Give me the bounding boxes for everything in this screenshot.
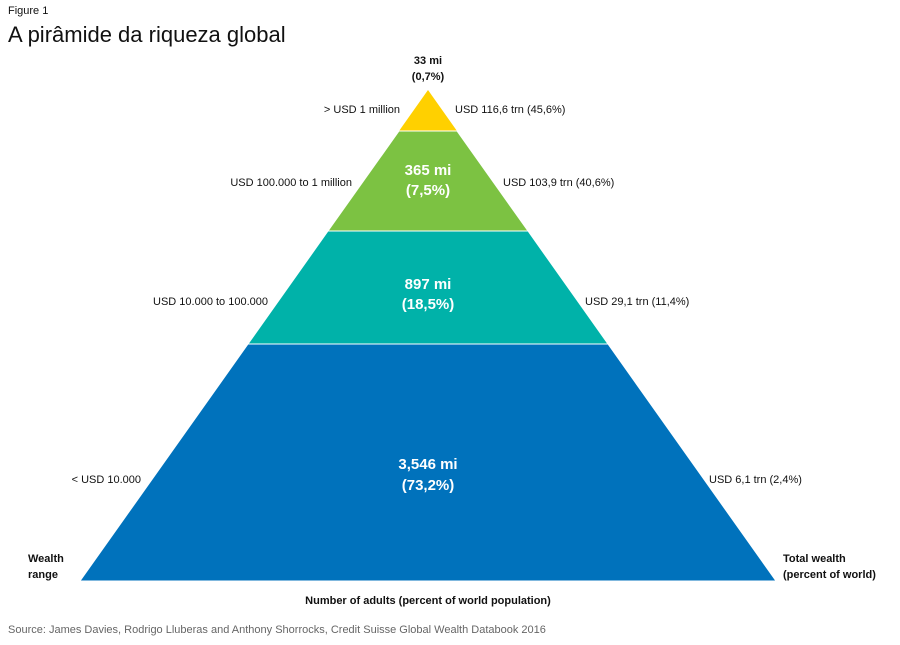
adults: 33 mi: [414, 55, 442, 67]
adults: 3,546 mi: [398, 456, 457, 473]
left-label: Wealth: [28, 553, 64, 565]
source: Source: James Davies, Rodrigo Lluberas a…: [8, 624, 546, 636]
tier-top: [399, 90, 457, 131]
share: (7,5%): [406, 182, 450, 199]
figure-label: Figure 1: [8, 5, 48, 17]
share: (18,5%): [402, 296, 455, 313]
right-label: (percent of world): [783, 569, 876, 581]
range: > USD 1 million: [324, 104, 400, 116]
wealth: USD 103,9 trn (40,6%): [503, 177, 614, 189]
bottom-label: Number of adults (percent of world popul…: [305, 595, 551, 607]
wealth: USD 29,1 trn (11,4%): [585, 296, 689, 308]
range: USD 10.000 to 100.000: [153, 296, 268, 308]
share: (73,2%): [402, 477, 455, 494]
tier-base: [79, 343, 777, 582]
wealth: USD 6,1 trn (2,4%): [709, 474, 802, 486]
wealth: USD 116,6 trn (45,6%): [455, 104, 565, 116]
right-label: Total wealth: [783, 553, 846, 565]
adults: 897 mi: [405, 276, 452, 293]
range: USD 100.000 to 1 million: [230, 177, 352, 189]
title: A pirâmide da riqueza global: [8, 22, 286, 47]
left-label: range: [28, 569, 58, 581]
adults: 365 mi: [405, 162, 452, 179]
share: (0,7%): [412, 71, 445, 83]
range: < USD 10.000: [72, 474, 141, 486]
